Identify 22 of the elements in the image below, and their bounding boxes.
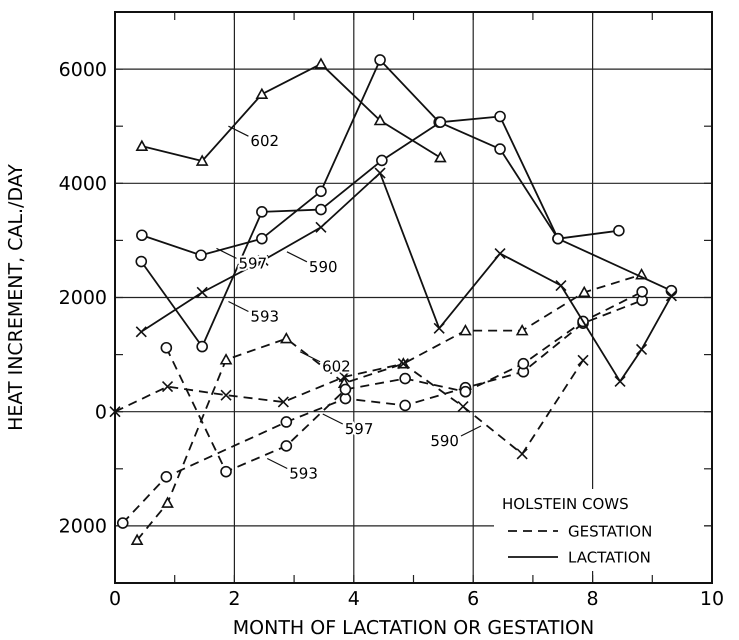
y-tick-label: 6000 [58, 58, 107, 81]
y-tick-label: 2000 [58, 516, 107, 538]
legend-label: LACTATION [568, 548, 651, 566]
x-tick-label: 8 [586, 588, 599, 610]
x-tick-label: 0 [108, 588, 122, 610]
y-tick-label: 4000 [58, 172, 107, 195]
y-axis-title: HEAT INCREMENT, CAL./DAY [5, 164, 27, 431]
annotation: 590 [430, 432, 459, 450]
annotation: 590 [308, 258, 338, 276]
y-tick-label: 0 [94, 401, 107, 424]
legend-title: HOLSTEIN COWS [502, 495, 629, 513]
y-tick-label: 2000 [58, 287, 107, 310]
x-tick-label: 4 [348, 588, 360, 610]
legend-label: GESTATION [568, 522, 652, 540]
x-tick-label: 2 [228, 588, 240, 610]
annotation: 593 [250, 307, 280, 326]
x-tick-label: 10 [700, 588, 724, 610]
x-tick-label: 6 [467, 588, 480, 610]
annotation: 602 [322, 358, 351, 376]
x-axis-title: MONTH OF LACTATION OR GESTATION [232, 617, 594, 639]
annotation: 602 [250, 132, 280, 150]
annotation: 593 [289, 464, 318, 483]
